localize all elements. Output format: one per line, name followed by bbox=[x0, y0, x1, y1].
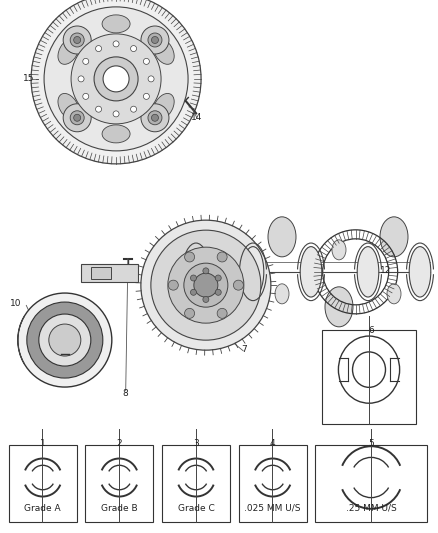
Circle shape bbox=[70, 33, 84, 47]
Circle shape bbox=[152, 36, 159, 44]
Text: 15: 15 bbox=[23, 75, 34, 83]
Text: 10: 10 bbox=[10, 300, 21, 308]
Ellipse shape bbox=[153, 38, 174, 64]
Ellipse shape bbox=[102, 15, 130, 33]
Text: 2: 2 bbox=[117, 439, 122, 448]
Circle shape bbox=[141, 220, 271, 350]
Circle shape bbox=[184, 309, 194, 318]
Text: 6: 6 bbox=[368, 326, 374, 335]
Circle shape bbox=[49, 324, 81, 356]
Circle shape bbox=[217, 309, 227, 318]
Text: 9: 9 bbox=[62, 306, 68, 315]
Circle shape bbox=[95, 46, 102, 52]
Ellipse shape bbox=[217, 240, 231, 260]
Bar bbox=[162, 445, 230, 522]
Circle shape bbox=[44, 7, 188, 151]
Circle shape bbox=[83, 59, 89, 64]
Bar bbox=[239, 445, 307, 522]
Circle shape bbox=[27, 302, 103, 378]
Text: .25 MM U/S: .25 MM U/S bbox=[346, 504, 396, 513]
Circle shape bbox=[74, 36, 81, 44]
Circle shape bbox=[184, 252, 194, 262]
Text: Grade C: Grade C bbox=[178, 504, 214, 513]
Circle shape bbox=[148, 76, 154, 82]
Ellipse shape bbox=[380, 217, 408, 257]
Circle shape bbox=[143, 93, 149, 99]
Ellipse shape bbox=[242, 247, 264, 297]
Ellipse shape bbox=[409, 247, 431, 297]
Text: Grade A: Grade A bbox=[25, 504, 61, 513]
Ellipse shape bbox=[275, 284, 289, 304]
Circle shape bbox=[184, 263, 228, 307]
Circle shape bbox=[141, 26, 169, 54]
Circle shape bbox=[203, 296, 209, 302]
Circle shape bbox=[18, 293, 112, 387]
Ellipse shape bbox=[102, 125, 130, 143]
Circle shape bbox=[95, 106, 102, 112]
Ellipse shape bbox=[185, 247, 207, 297]
Ellipse shape bbox=[58, 93, 79, 119]
Circle shape bbox=[74, 114, 81, 122]
Circle shape bbox=[141, 104, 169, 132]
Circle shape bbox=[63, 104, 91, 132]
Circle shape bbox=[168, 247, 244, 323]
Circle shape bbox=[152, 114, 159, 122]
Circle shape bbox=[143, 59, 149, 64]
Text: 11: 11 bbox=[150, 278, 161, 287]
Text: 8: 8 bbox=[123, 389, 129, 398]
Text: 3: 3 bbox=[193, 439, 199, 448]
Circle shape bbox=[113, 111, 119, 117]
Circle shape bbox=[113, 41, 119, 47]
Ellipse shape bbox=[357, 247, 379, 297]
Ellipse shape bbox=[325, 287, 353, 327]
Circle shape bbox=[215, 289, 221, 295]
Ellipse shape bbox=[268, 217, 296, 257]
Bar bbox=[85, 445, 153, 522]
Circle shape bbox=[103, 66, 129, 92]
Circle shape bbox=[217, 252, 227, 262]
Bar bbox=[91, 268, 111, 279]
Text: 14: 14 bbox=[191, 113, 203, 122]
Circle shape bbox=[63, 26, 91, 54]
Circle shape bbox=[148, 111, 162, 125]
Ellipse shape bbox=[153, 93, 174, 119]
Circle shape bbox=[168, 280, 178, 290]
Text: 5: 5 bbox=[368, 439, 374, 448]
Ellipse shape bbox=[58, 38, 79, 64]
Bar bbox=[9, 445, 77, 522]
Circle shape bbox=[83, 93, 89, 99]
Circle shape bbox=[71, 34, 161, 124]
Ellipse shape bbox=[387, 284, 401, 304]
Text: 4: 4 bbox=[270, 439, 275, 448]
Text: 7: 7 bbox=[241, 345, 247, 353]
Circle shape bbox=[233, 280, 244, 290]
Bar bbox=[315, 445, 427, 522]
Ellipse shape bbox=[332, 240, 346, 260]
Ellipse shape bbox=[210, 287, 238, 327]
Circle shape bbox=[94, 57, 138, 101]
Circle shape bbox=[203, 268, 209, 274]
Bar bbox=[322, 330, 416, 424]
Text: 1: 1 bbox=[39, 439, 46, 448]
Circle shape bbox=[31, 0, 201, 164]
Circle shape bbox=[191, 275, 197, 281]
Text: .025 MM U/S: .025 MM U/S bbox=[244, 504, 301, 513]
Text: 12: 12 bbox=[380, 266, 391, 275]
Circle shape bbox=[70, 111, 84, 125]
Circle shape bbox=[151, 230, 261, 340]
Circle shape bbox=[131, 106, 137, 112]
Text: Grade B: Grade B bbox=[101, 504, 138, 513]
Circle shape bbox=[215, 275, 221, 281]
Circle shape bbox=[148, 33, 162, 47]
Circle shape bbox=[39, 314, 91, 366]
Circle shape bbox=[78, 76, 84, 82]
Circle shape bbox=[131, 46, 137, 52]
Ellipse shape bbox=[300, 247, 322, 297]
Text: 13: 13 bbox=[234, 245, 246, 254]
Bar bbox=[81, 264, 138, 282]
Circle shape bbox=[194, 273, 218, 297]
Circle shape bbox=[191, 289, 197, 295]
